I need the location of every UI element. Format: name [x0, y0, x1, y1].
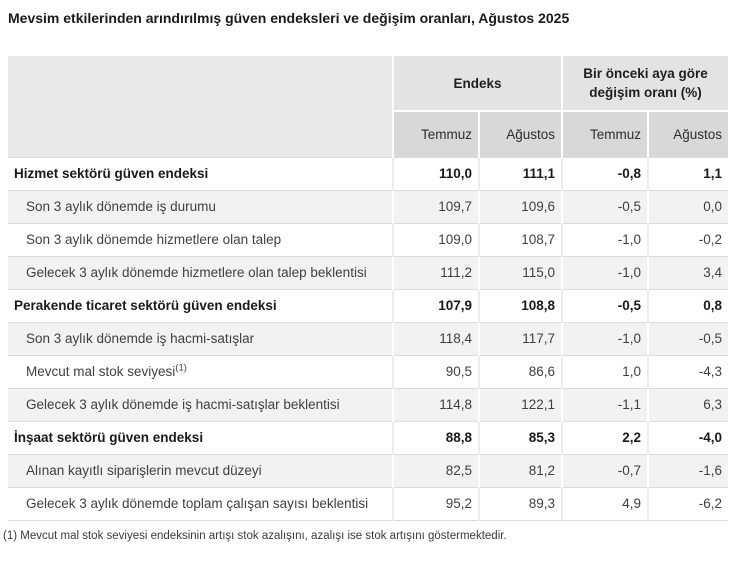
value-cell: -0,7: [561, 454, 648, 488]
row-label-cell: Mevcut mal stok seviyesi(1): [8, 355, 393, 389]
row-label: Hizmet sektörü güven endeksi: [14, 166, 209, 181]
value-cell: 6,3: [646, 388, 729, 422]
table-row-registered-orders: Alınan kayıtlı siparişlerin mevcut düzey…: [8, 454, 729, 488]
value-cell: 118,4: [392, 322, 479, 356]
row-label-cell: Hizmet sektörü güven endeksi: [8, 157, 393, 191]
footnote: (1) Mevcut mal stok seviyesi endeksinin …: [3, 530, 507, 542]
value-cell: -1,6: [646, 454, 729, 488]
table-row-construction-index: İnşaat sektörü güven endeksi 88,8 85,3 2…: [8, 421, 729, 455]
value-cell: -4,0: [646, 421, 729, 455]
value-cell: 115,0: [478, 256, 562, 290]
value-cell: -6,2: [646, 487, 729, 521]
value-cell: 117,7: [478, 322, 562, 356]
row-label-cell: Son 3 aylık dönemde iş durumu: [8, 190, 393, 224]
row-label: Gelecek 3 aylık dönemde hizmetlere olan …: [26, 265, 367, 280]
value-cell: 86,6: [478, 355, 562, 389]
value-cell: 4,9: [561, 487, 648, 521]
row-label-cell: Gelecek 3 aylık dönemde iş hacmi-satışla…: [8, 388, 393, 422]
value-cell: 81,2: [478, 454, 562, 488]
footnote-marker: (1): [175, 362, 187, 374]
column-header-change-agustos: Ağustos: [646, 110, 729, 158]
value-cell: -0,8: [561, 157, 648, 191]
header-group-row: Endeks Bir önceki aya göre değişim oranı…: [8, 56, 729, 158]
row-label: Mevcut mal stok seviyesi: [26, 364, 176, 379]
value-cell: 109,6: [478, 190, 562, 224]
row-label: Son 3 aylık dönemde hizmetlere olan tale…: [26, 232, 282, 247]
value-cell: 95,2: [392, 487, 479, 521]
page: Mevsim etkilerinden arındırılmış güven e…: [3, 10, 729, 542]
row-label: Perakende ticaret sektörü güven endeksi: [14, 298, 277, 313]
value-cell: 0,0: [646, 190, 729, 224]
value-cell: 109,7: [392, 190, 479, 224]
value-cell: -0,5: [561, 190, 648, 224]
value-cell: 90,5: [392, 355, 479, 389]
column-header-endeks-agustos: Ağustos: [478, 110, 562, 158]
row-label: Son 3 aylık dönemde iş durumu: [26, 199, 216, 214]
row-label: Gelecek 3 aylık dönemde toplam çalışan s…: [26, 496, 369, 511]
row-label-cell: Alınan kayıtlı siparişlerin mevcut düzey…: [8, 454, 393, 488]
row-label-cell: İnşaat sektörü güven endeksi: [8, 421, 393, 455]
column-header-change-temmuz: Temmuz: [561, 110, 648, 158]
value-cell: 89,3: [478, 487, 562, 521]
row-label-cell: Gelecek 3 aylık dönemde hizmetlere olan …: [8, 256, 393, 290]
table-row-demand-services: Son 3 aylık dönemde hizmetlere olan tale…: [8, 223, 729, 257]
value-cell: -0,2: [646, 223, 729, 257]
confidence-index-table: Endeks Bir önceki aya göre değişim oranı…: [8, 56, 729, 521]
value-cell: 82,5: [392, 454, 479, 488]
row-label-cell: Son 3 aylık dönemde hizmetlere olan tale…: [8, 223, 393, 257]
table-row-stock-level: Mevcut mal stok seviyesi(1) 90,5 86,6 1,…: [8, 355, 729, 389]
value-cell: 122,1: [478, 388, 562, 422]
page-title: Mevsim etkilerinden arındırılmış güven e…: [8, 10, 570, 26]
table-row-sales-expectation: Gelecek 3 aylık dönemde iş hacmi-satışla…: [8, 388, 729, 422]
value-cell: 2,2: [561, 421, 648, 455]
row-label: Alınan kayıtlı siparişlerin mevcut düzey…: [26, 463, 262, 478]
row-label-cell: Perakende ticaret sektörü güven endeksi: [8, 289, 393, 323]
value-cell: -1,0: [561, 256, 648, 290]
column-group-monthly-change: Bir önceki aya göre değişim oranı (%): [560, 56, 729, 111]
table-row-services-index: Hizmet sektörü güven endeksi 110,0 111,1…: [8, 157, 729, 191]
value-cell: 1,0: [561, 355, 648, 389]
value-cell: 88,8: [392, 421, 479, 455]
table-row-sales-volume: Son 3 aylık dönemde iş hacmi-satışlar 11…: [8, 322, 729, 356]
value-cell: -0,5: [561, 289, 648, 323]
value-cell: 110,0: [392, 157, 479, 191]
value-cell: -1,0: [561, 322, 648, 356]
row-label-cell: Gelecek 3 aylık dönemde toplam çalışan s…: [8, 487, 393, 521]
value-cell: -1,1: [561, 388, 648, 422]
table-row-business-situation: Son 3 aylık dönemde iş durumu 109,7 109,…: [8, 190, 729, 224]
value-cell: 107,9: [392, 289, 479, 323]
value-cell: 114,8: [392, 388, 479, 422]
header-month-row: Temmuz Ağustos Temmuz Ağustos: [8, 110, 729, 158]
value-cell: 1,1: [646, 157, 729, 191]
value-cell: -4,3: [646, 355, 729, 389]
value-cell: 85,3: [478, 421, 562, 455]
table-row-demand-expectation: Gelecek 3 aylık dönemde hizmetlere olan …: [8, 256, 729, 290]
label-column-header: [8, 56, 393, 158]
row-label: Son 3 aylık dönemde iş hacmi-satışlar: [26, 331, 255, 346]
row-label-cell: Son 3 aylık dönemde iş hacmi-satışlar: [8, 322, 393, 356]
table-row-retail-index: Perakende ticaret sektörü güven endeksi …: [8, 289, 729, 323]
value-cell: -1,0: [561, 223, 648, 257]
value-cell: 108,8: [478, 289, 562, 323]
value-cell: 3,4: [646, 256, 729, 290]
value-cell: 109,0: [392, 223, 479, 257]
column-header-endeks-temmuz: Temmuz: [392, 110, 479, 158]
row-label: İnşaat sektörü güven endeksi: [14, 430, 204, 445]
value-cell: 111,2: [392, 256, 479, 290]
column-group-endeks: Endeks: [392, 56, 562, 111]
value-cell: 0,8: [646, 289, 729, 323]
value-cell: -0,5: [646, 322, 729, 356]
value-cell: 111,1: [478, 157, 562, 191]
row-label: Gelecek 3 aylık dönemde iş hacmi-satışla…: [26, 397, 340, 412]
table-row-employment-expectation: Gelecek 3 aylık dönemde toplam çalışan s…: [8, 487, 729, 521]
value-cell: 108,7: [478, 223, 562, 257]
